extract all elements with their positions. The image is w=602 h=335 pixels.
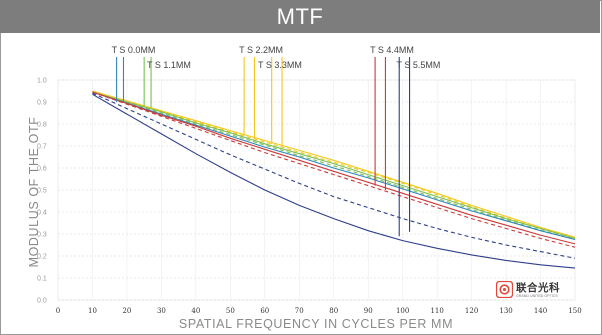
field-labels: T S 0.0MM T S 1.1MM T S 2.2MM T S 3.3MM T S … — [112, 45, 441, 70]
series-line — [92, 91, 576, 248]
series-layer — [92, 90, 576, 269]
brand-logo-subtext: GRAND UNITED OPTICS — [516, 294, 558, 298]
x-tick-label: 10 — [88, 307, 97, 315]
x-tick-label: 20 — [122, 307, 131, 315]
markers-layer — [116, 57, 411, 237]
y-tick-label: 0.9 — [37, 100, 47, 107]
series-line — [92, 91, 576, 245]
x-tick-label: 140 — [534, 307, 547, 315]
x-tick-label: 50 — [226, 307, 235, 315]
y-tick-label: 1.0 — [37, 78, 47, 85]
y-tick-label: 0.5 — [37, 188, 47, 195]
series-line — [92, 91, 576, 241]
y-axis-ticks: 0.0 0.1 0.2 0.3 0.4 0.5 0.6 0.7 0.8 0.9 1.0 — [37, 78, 47, 305]
y-tick-label: 0.0 — [37, 298, 47, 305]
grid — [57, 79, 576, 301]
x-tick-label: 70 — [295, 307, 304, 315]
x-tick-label: 40 — [191, 307, 200, 315]
chart-title: MTF — [0, 0, 600, 33]
series-line — [92, 93, 576, 269]
series-line — [92, 91, 576, 241]
x-tick-label: 100 — [396, 307, 409, 315]
x-tick-label: 0 — [56, 307, 60, 315]
field-label: T S 4.4MM — [370, 45, 414, 55]
x-tick-label: 150 — [568, 307, 581, 315]
x-tick-label: 130 — [499, 307, 512, 315]
x-tick-label: 120 — [465, 307, 478, 315]
y-tick-label: 0.3 — [37, 232, 47, 239]
series-line — [92, 92, 576, 259]
brand-logo-icon — [496, 281, 513, 298]
field-label: T S 0.0MM — [112, 45, 156, 55]
field-label: T S 5.5MM — [397, 60, 441, 70]
series-line — [92, 90, 576, 239]
y-tick-label: 0.2 — [37, 254, 47, 261]
x-axis-ticks: 0 10 20 30 40 50 60 70 80 90 100 110 120 130 140 150 — [56, 307, 582, 315]
y-tick-label: 0.7 — [37, 144, 47, 151]
x-tick-label: 110 — [430, 307, 443, 315]
y-tick-label: 0.6 — [37, 166, 47, 173]
y-tick-label: 0.1 — [37, 276, 47, 283]
y-axis-title: MODULUS OF THE OTF — [27, 117, 41, 268]
x-tick-label: 60 — [260, 307, 269, 315]
series-line — [92, 91, 576, 239]
field-label: T S 3.3MM — [258, 60, 302, 70]
x-tick-label: 30 — [157, 307, 166, 315]
x-tick-label: 90 — [364, 307, 373, 315]
y-tick-label: 0.8 — [37, 122, 47, 129]
series-line — [92, 90, 576, 238]
brand-logo: 联合光科 GRAND UNITED OPTICS — [496, 280, 576, 304]
y-tick-label: 0.4 — [37, 210, 47, 217]
x-axis-title: SPATIAL FREQUENCY IN CYCLES PER MM — [179, 317, 453, 331]
x-tick-label: 80 — [329, 307, 338, 315]
field-label: T S 1.1MM — [147, 60, 191, 70]
brand-logo-text: 联合光科 — [516, 282, 560, 294]
field-label: T S 2.2MM — [239, 45, 283, 55]
